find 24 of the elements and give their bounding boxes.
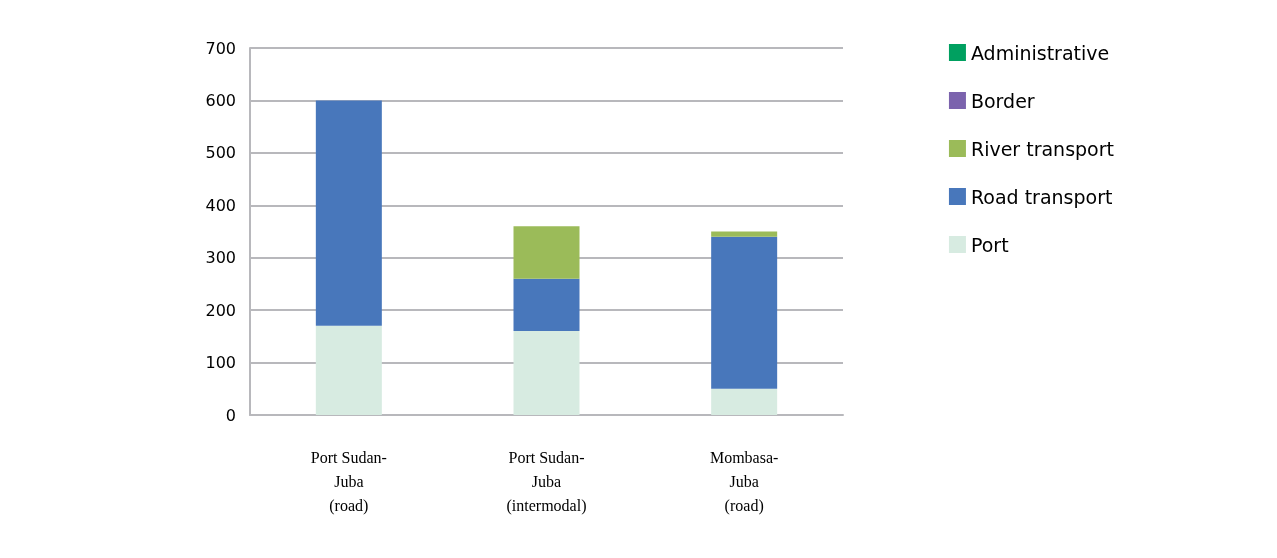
bar	[513, 278, 580, 332]
legend-label: Road transport	[970, 185, 1113, 208]
legend-label: River transport	[970, 137, 1115, 160]
x-tick-label: Mombasa- Juba (road)	[709, 448, 779, 515]
y-tick-label: 300	[205, 248, 236, 268]
y-tick-label: 0	[225, 405, 236, 425]
legend-label: Port	[970, 233, 1009, 256]
y-tick-label: 500	[205, 143, 236, 163]
y-tick-label: 100	[205, 353, 236, 373]
y-tick-label: 200	[205, 300, 236, 320]
y-tick-label: 700	[205, 38, 236, 58]
bar	[513, 226, 580, 279]
y-tick-label: 600	[205, 90, 236, 110]
bar	[513, 331, 580, 415]
bar	[315, 325, 382, 415]
x-tick-label: Port Sudan- Juba (road)	[310, 448, 387, 515]
bar	[315, 100, 382, 326]
legend-label: Border	[970, 89, 1035, 112]
bar	[711, 236, 778, 389]
bar	[711, 388, 778, 415]
bar	[711, 231, 778, 237]
y-tick-label: 400	[205, 195, 236, 215]
x-tick-label: Port Sudan- Juba (intermodal)	[506, 448, 587, 515]
legend-label: Administrative	[970, 41, 1110, 64]
